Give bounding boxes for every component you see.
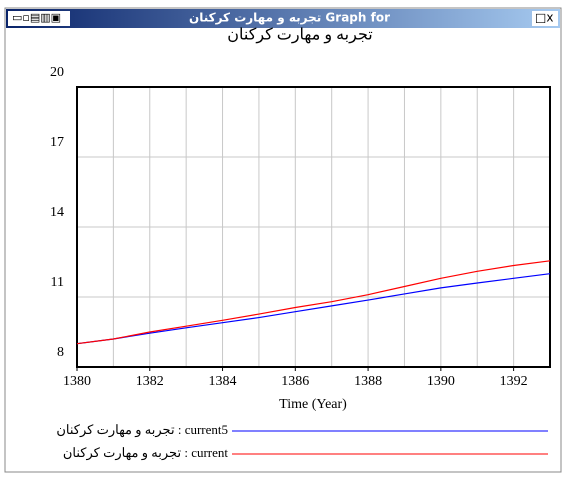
x-tick-label: 1382 — [136, 374, 164, 389]
x-axis-label: Time (Year) — [279, 397, 347, 412]
x-tick-label: 1384 — [209, 374, 237, 389]
y-tick-label: 17 — [50, 135, 64, 150]
y-tick-label: 20 — [50, 65, 64, 80]
close-glyph: □x — [535, 11, 553, 25]
toolbar-icons[interactable] — [8, 11, 70, 26]
x-tick-label: 1388 — [354, 374, 382, 389]
x-tick-label: 1386 — [281, 374, 309, 389]
window — [4, 7, 562, 473]
window-buttons[interactable] — [532, 11, 558, 26]
series-line — [76, 273, 551, 345]
chart-title: تجربه و مهارت کرکنان — [227, 27, 373, 44]
y-tick-label: 14 — [50, 205, 64, 220]
x-tick-label: 1380 — [63, 374, 91, 389]
window-title: تجربه و مهارت کرکنان Graph for — [189, 11, 390, 26]
y-tick-label: 8 — [57, 345, 64, 360]
legend-label: تجربه و مهارت کرکنان : current — [63, 445, 229, 461]
series-line — [76, 260, 551, 345]
y-tick-label: 11 — [51, 275, 64, 290]
plot-frame — [76, 86, 551, 368]
x-tick-label: 1390 — [427, 374, 455, 389]
legend-label: تجربه و مهارت کرکنان : current5 — [56, 422, 228, 438]
title-bar — [6, 9, 560, 28]
x-tick-label: 1392 — [500, 374, 528, 389]
toolbar-glyphs: ▭▫▤▥▣ — [12, 11, 61, 24]
